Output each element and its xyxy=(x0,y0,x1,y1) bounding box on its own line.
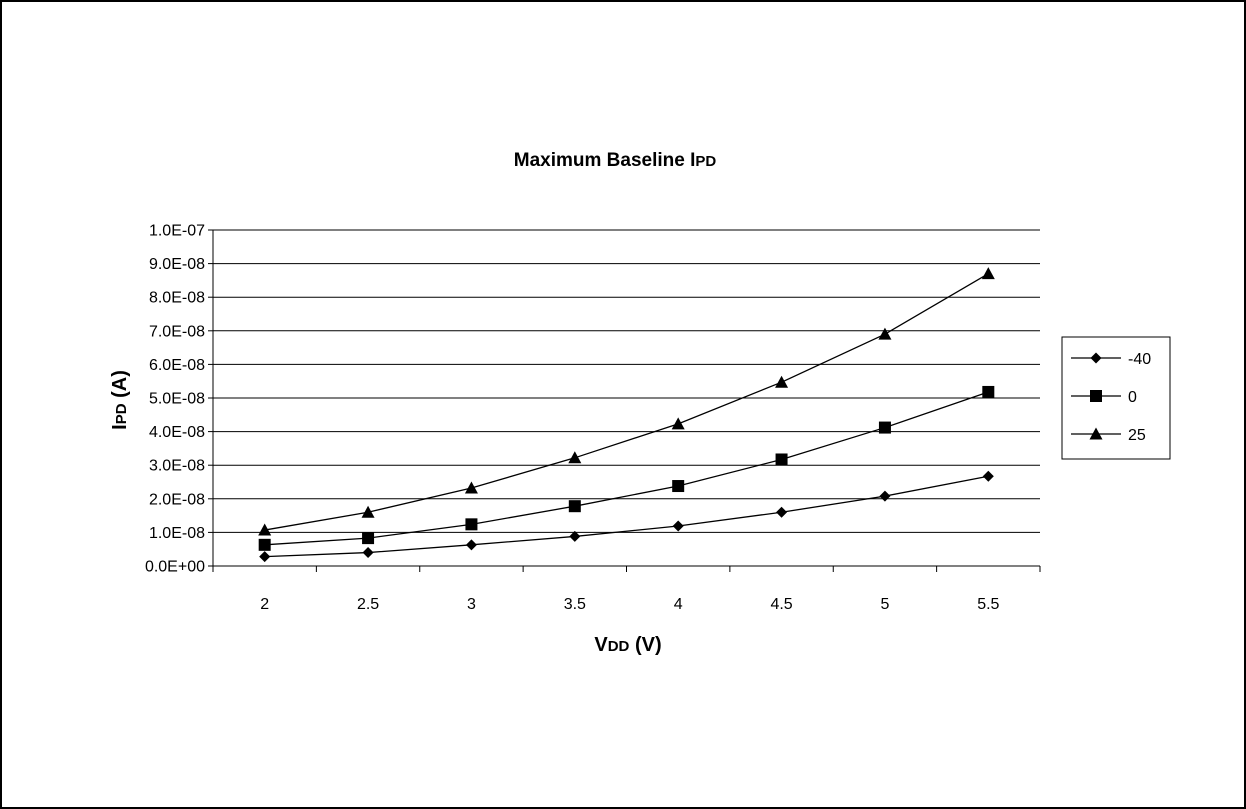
y-tick-labels: 0.0E+00 1.0E-08 2.0E-08 3.0E-08 4.0E-08 5.0E-… xyxy=(145,223,205,576)
data-point xyxy=(982,385,995,398)
series-lines xyxy=(264,273,989,558)
data-point xyxy=(362,547,374,559)
x-tick-label: 3.5 xyxy=(564,596,586,613)
data-point xyxy=(258,538,271,551)
data-point xyxy=(672,520,684,532)
legend-marker xyxy=(1090,352,1102,364)
legend-marker xyxy=(1089,427,1103,440)
data-point xyxy=(671,417,685,430)
y-tick-label: 8.0E-08 xyxy=(149,290,205,307)
data-point xyxy=(568,500,581,513)
data-point xyxy=(465,518,478,531)
x-tick-label: 3 xyxy=(467,596,476,613)
data-point xyxy=(775,453,788,466)
legend-label: 25 xyxy=(1128,427,1146,444)
x-tick-labels: 2 2.5 3 3.5 4 4.5 5 5.5 xyxy=(260,596,999,613)
data-point xyxy=(776,506,788,518)
grid-lines xyxy=(213,229,1040,533)
series-line xyxy=(264,391,989,546)
legend-box xyxy=(1061,336,1171,460)
legend-label: 0 xyxy=(1128,389,1137,406)
x-tick-label: 2 xyxy=(260,596,269,613)
data-point xyxy=(568,451,582,464)
y-tick-label: 0.0E+00 xyxy=(145,559,205,576)
data-point xyxy=(878,421,891,434)
y-tick-label: 7.0E-08 xyxy=(149,323,205,340)
data-point xyxy=(362,532,375,545)
legend-label: -40 xyxy=(1128,351,1151,368)
data-point xyxy=(465,539,477,551)
y-tick-label: 3.0E-08 xyxy=(149,458,205,475)
y-tick-label: 6.0E-08 xyxy=(149,357,205,374)
data-point xyxy=(258,523,272,536)
series-line xyxy=(264,475,989,558)
data-point xyxy=(982,470,994,482)
data-point xyxy=(569,530,581,542)
data-point xyxy=(878,327,892,340)
data-point xyxy=(672,480,685,493)
data-point xyxy=(464,481,478,494)
series-line xyxy=(264,273,989,531)
x-tick-label: 4 xyxy=(674,596,683,613)
y-tick-label: 1.0E-08 xyxy=(149,525,205,542)
data-point xyxy=(981,267,995,280)
legend: -40 0 25 xyxy=(1061,336,1171,460)
y-tick-label: 5.0E-08 xyxy=(149,391,205,408)
legend-marker xyxy=(1090,390,1102,402)
y-tick-label: 1.0E-07 xyxy=(149,223,205,240)
y-axis-label: IPD (A) xyxy=(109,370,131,430)
data-point xyxy=(775,375,789,388)
x-tick-label: 5.5 xyxy=(977,596,999,613)
chart-title: Maximum Baseline IPD xyxy=(514,150,717,171)
x-tick-label: 5 xyxy=(880,596,889,613)
x-tick-label: 4.5 xyxy=(770,596,792,613)
data-point xyxy=(879,490,891,502)
data-point xyxy=(259,551,271,563)
y-tick-label: 2.0E-08 xyxy=(149,491,205,508)
data-point xyxy=(361,505,375,518)
series-markers xyxy=(258,267,995,563)
axes xyxy=(208,229,1041,572)
y-tick-label: 4.0E-08 xyxy=(149,424,205,441)
x-tick-label: 2.5 xyxy=(357,596,379,613)
y-tick-label: 9.0E-08 xyxy=(149,256,205,273)
x-axis-label: VDD (V) xyxy=(594,634,661,656)
